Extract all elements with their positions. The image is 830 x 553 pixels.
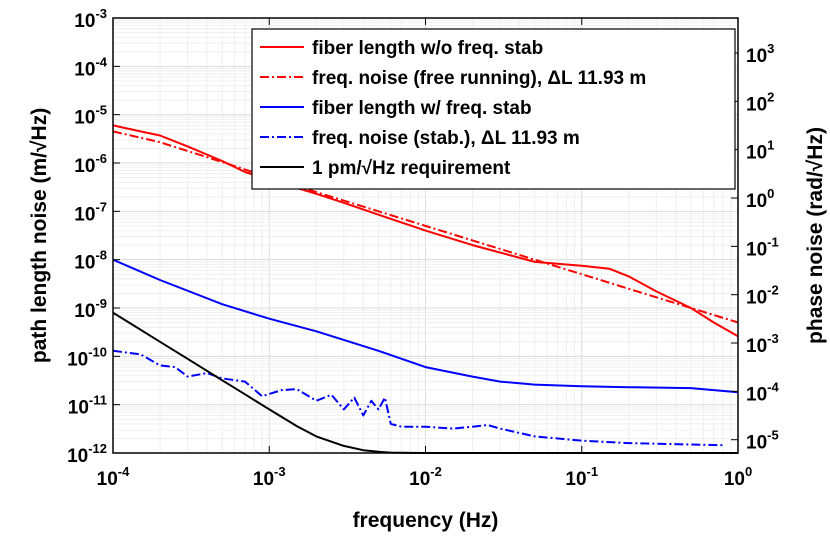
y2-axis-label: phase noise (rad/√Hz) bbox=[804, 127, 827, 344]
x-tick-label: 10-3 bbox=[253, 464, 286, 490]
y-tick-label: 10-11 bbox=[68, 393, 107, 419]
legend: fiber length w/o freq. stab freq. noise (… bbox=[251, 28, 736, 190]
x-axis-label: frequency (Hz) bbox=[353, 509, 499, 532]
legend-label: fiber length w/ freq. stab bbox=[312, 98, 532, 119]
y-tick-label: 10-10 bbox=[67, 344, 107, 370]
x-tick-label: 10-1 bbox=[565, 464, 598, 490]
legend-label: fiber length w/o freq. stab bbox=[312, 38, 543, 59]
legend-label: 1 pm/√Hz requirement bbox=[312, 158, 511, 179]
y-tick-label: 10-3 bbox=[74, 6, 107, 32]
axis-tick-labels: 10-4 10-3 10-2 10-1 100 10-12 10-11 10-10 10-9 10… bbox=[67, 6, 779, 490]
y2-tick-label: 100 bbox=[746, 186, 774, 212]
series-line-3 bbox=[112, 258, 739, 394]
y2-tick-label: 101 bbox=[746, 138, 774, 164]
y-tick-label: 10-7 bbox=[74, 199, 107, 225]
legend-box bbox=[251, 28, 736, 190]
x-tick-label: 10-4 bbox=[97, 464, 130, 490]
y2-tick-label: 103 bbox=[746, 41, 774, 67]
x-tick-label: 10-2 bbox=[409, 464, 442, 490]
series-line-2 bbox=[112, 130, 739, 324]
series-line-4 bbox=[112, 349, 723, 447]
y-axis-label: path length noise (m/√Hz) bbox=[28, 108, 51, 363]
y-tick-label: 10-4 bbox=[74, 54, 107, 80]
y-tick-label: 10-8 bbox=[74, 248, 107, 274]
y2-tick-label: 10-1 bbox=[746, 234, 779, 260]
axis-ticks bbox=[112, 17, 739, 454]
y-tick-label: 10-9 bbox=[74, 296, 107, 322]
y-tick-label: 10-5 bbox=[74, 103, 107, 129]
series-line-1 bbox=[112, 124, 739, 338]
legend-label: freq. noise (stab.), ΔL 11.93 m bbox=[312, 128, 580, 149]
y2-tick-label: 10-3 bbox=[746, 331, 779, 357]
y2-tick-label: 10-2 bbox=[746, 283, 779, 309]
legend-label: freq. noise (free running), ΔL 11.93 m bbox=[312, 68, 646, 89]
y2-tick-label: 10-4 bbox=[746, 379, 779, 405]
y2-tick-label: 102 bbox=[746, 89, 774, 115]
y2-tick-label: 10-5 bbox=[746, 428, 779, 454]
x-tick-label: 100 bbox=[724, 464, 752, 490]
y-tick-label: 10-6 bbox=[74, 151, 107, 177]
y-tick-label: 10-12 bbox=[67, 441, 107, 467]
